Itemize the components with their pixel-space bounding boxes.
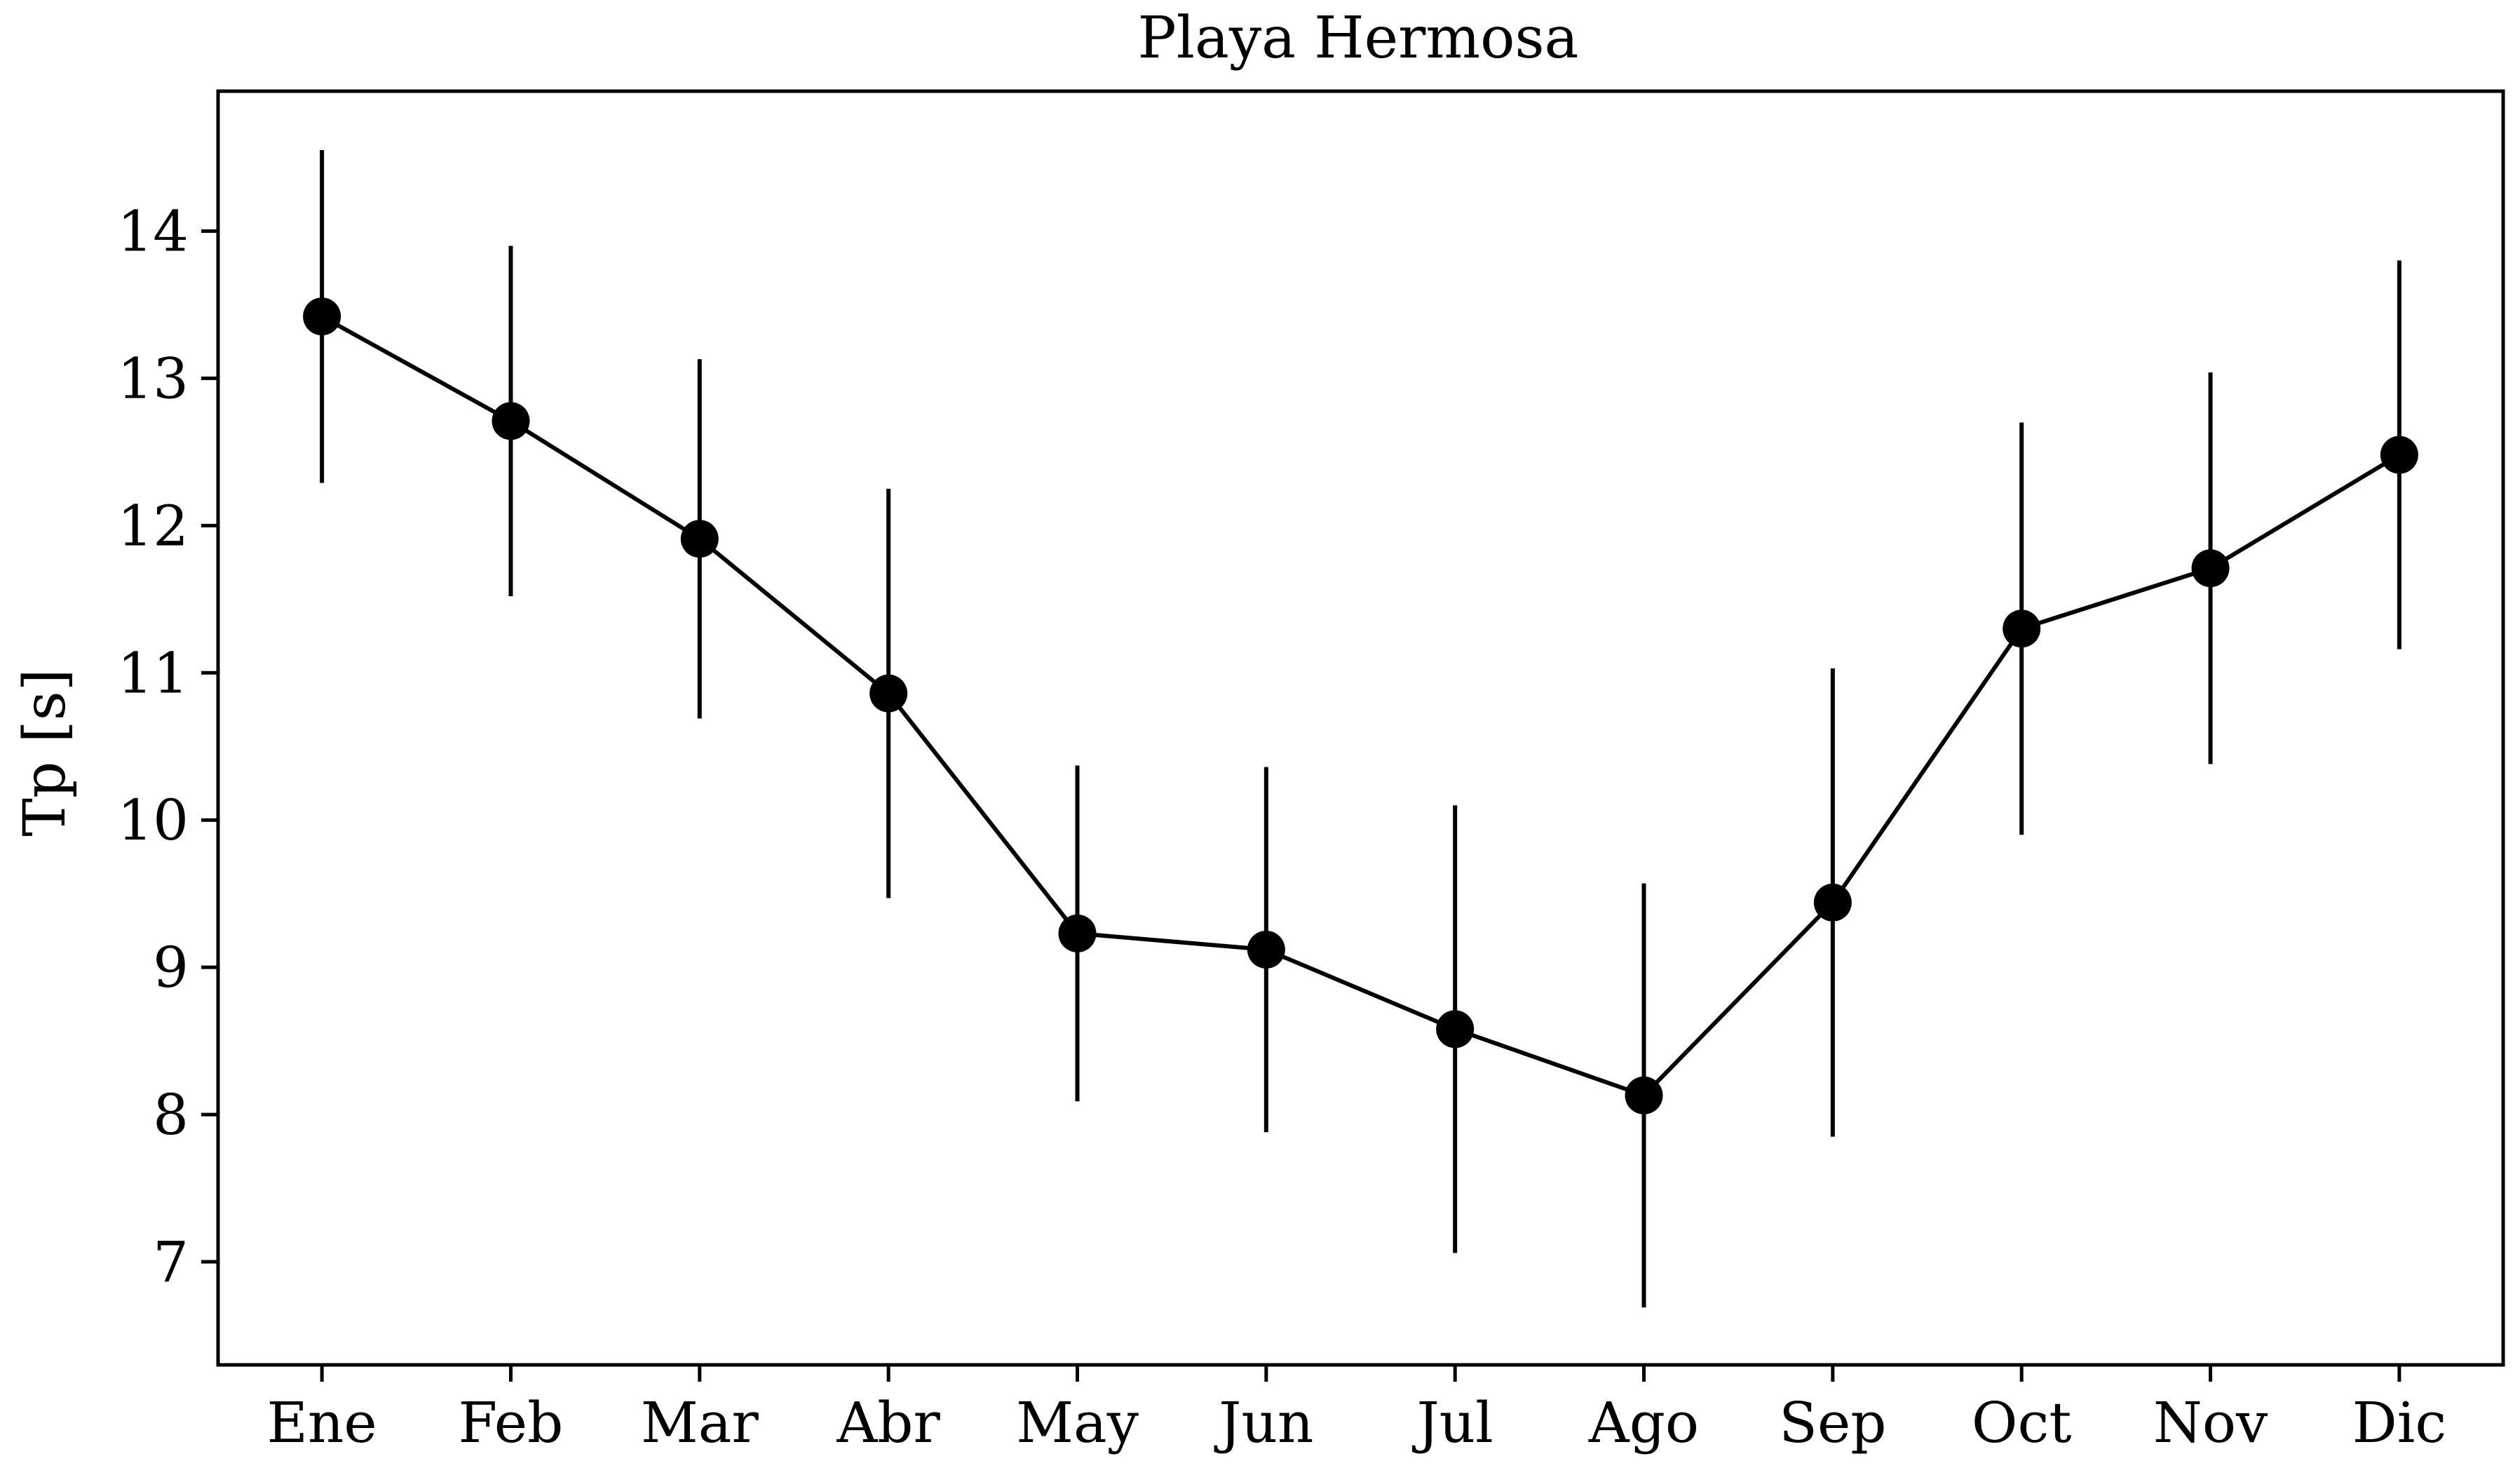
- x-tick-label: Ene: [267, 1390, 377, 1455]
- data-point: [869, 675, 907, 713]
- x-tick-label: Jun: [1214, 1390, 1313, 1455]
- y-tick-label: 14: [117, 198, 189, 264]
- data-point: [1247, 931, 1285, 969]
- y-tick-label: 13: [117, 346, 189, 411]
- y-tick-label: 8: [153, 1082, 189, 1147]
- y-tick-label: 10: [117, 788, 189, 853]
- x-tick-label: Nov: [2153, 1390, 2268, 1455]
- data-point: [2003, 609, 2040, 647]
- series-line: [322, 316, 2399, 1096]
- x-tick-label: Oct: [1972, 1390, 2072, 1455]
- x-tick-label: Ago: [1588, 1390, 1699, 1455]
- y-tick-label: 9: [153, 935, 189, 1000]
- data-point: [2380, 436, 2418, 474]
- data-point: [1058, 915, 1096, 952]
- y-tick-label: 11: [117, 640, 189, 706]
- y-axis-label: Tp [s]: [12, 668, 79, 836]
- x-tick-label: Sep: [1779, 1390, 1886, 1455]
- data-point: [1436, 1010, 1474, 1048]
- chart-title: Playa Hermosa: [1138, 5, 1579, 72]
- data-point: [681, 520, 719, 558]
- x-tick-label: Feb: [459, 1390, 564, 1455]
- x-tick-label: Jul: [1412, 1390, 1493, 1455]
- plot-frame: [218, 91, 2503, 1365]
- x-tick-label: Mar: [641, 1390, 759, 1455]
- data-point: [2192, 549, 2230, 587]
- x-tick-label: Abr: [836, 1390, 941, 1455]
- data-point: [1625, 1077, 1663, 1114]
- y-tick-label: 7: [153, 1230, 189, 1295]
- data-point: [1814, 884, 1852, 922]
- x-tick-label: May: [1016, 1390, 1139, 1455]
- y-tick-label: 12: [117, 493, 189, 558]
- data-point: [303, 297, 341, 335]
- data-point: [492, 402, 529, 440]
- plot-area: 7 8 9 10 11 12 13 14 Ene Feb Mar Abr May Jun Jul Ago Sep…: [117, 91, 2503, 1455]
- x-tick-label: Dic: [2352, 1390, 2447, 1455]
